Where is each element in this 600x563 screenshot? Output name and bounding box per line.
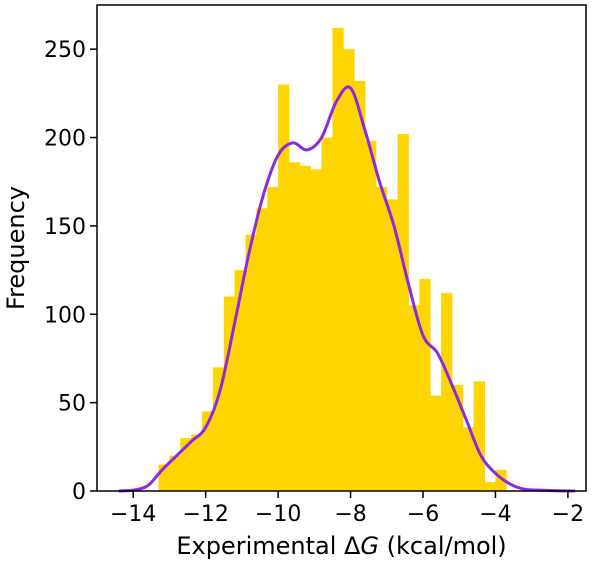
x-tick-label: −12: [182, 502, 228, 527]
x-axis-ticks: −14 −12 −10 −8 −6 −4 −2: [110, 491, 584, 527]
y-axis-title: Frequency: [2, 186, 30, 310]
histogram-bar: [441, 293, 453, 491]
histogram-bar: [234, 270, 246, 491]
histogram-bars: [158, 27, 507, 491]
kde-layer: [118, 85, 576, 493]
histogram-bar: [191, 434, 203, 491]
x-axis-title: Experimental ΔG (kcal/mol): [176, 532, 506, 560]
y-tick-label: 250: [44, 38, 86, 63]
histogram-bar: [473, 381, 485, 491]
y-tick-label: 200: [44, 127, 86, 152]
x-tick-label: −10: [255, 502, 301, 527]
histogram-bar: [343, 49, 355, 491]
y-tick-label: 50: [58, 392, 86, 417]
histogram-bar: [397, 134, 409, 491]
histogram-bar: [321, 137, 333, 491]
y-tick-label: 100: [44, 303, 86, 328]
histogram-bar: [419, 278, 431, 491]
histogram-bar: [310, 169, 322, 491]
x-axis-title-prefix: Experimental Δ: [176, 532, 361, 560]
histogram-bar: [256, 208, 268, 491]
y-tick-label: 0: [72, 480, 86, 505]
histogram-bar: [495, 469, 507, 491]
plot-frame: [96, 4, 587, 492]
x-axis-title-suffix: (kcal/mol): [379, 532, 507, 560]
histogram-bar: [180, 437, 192, 491]
histogram-bar: [386, 199, 399, 491]
histogram-bar: [365, 141, 377, 491]
histogram-bar: [158, 464, 170, 491]
x-axis-title-variable: G: [360, 532, 379, 560]
histogram-bar: [278, 84, 290, 491]
histogram-bar: [288, 162, 301, 491]
kde-curve: [118, 85, 576, 493]
histogram-bar: [354, 80, 366, 491]
histogram-bar: [408, 305, 420, 491]
histogram-bar: [212, 367, 225, 491]
histogram-bar: [462, 427, 475, 491]
histogram-bar: [332, 27, 344, 491]
x-tick-label: −2: [552, 502, 584, 527]
histogram-bar: [169, 455, 181, 491]
histogram-bar: [430, 395, 442, 491]
x-tick-label: −6: [407, 502, 439, 527]
y-axis-ticks: 0 50 100 150 200 250: [44, 38, 97, 505]
histogram-bar: [223, 296, 236, 491]
histogram-bar: [245, 234, 257, 491]
histogram-bar: [202, 411, 214, 491]
histogram-bar: [299, 165, 312, 491]
x-tick-label: −14: [110, 502, 156, 527]
y-tick-label: 150: [44, 215, 86, 240]
x-tick-label: −8: [334, 502, 366, 527]
histogram-bar: [375, 187, 388, 491]
histogram-bar: [267, 187, 279, 491]
histogram-bar: [451, 384, 464, 491]
histogram-bar: [484, 482, 496, 491]
x-tick-label: −4: [479, 502, 511, 527]
